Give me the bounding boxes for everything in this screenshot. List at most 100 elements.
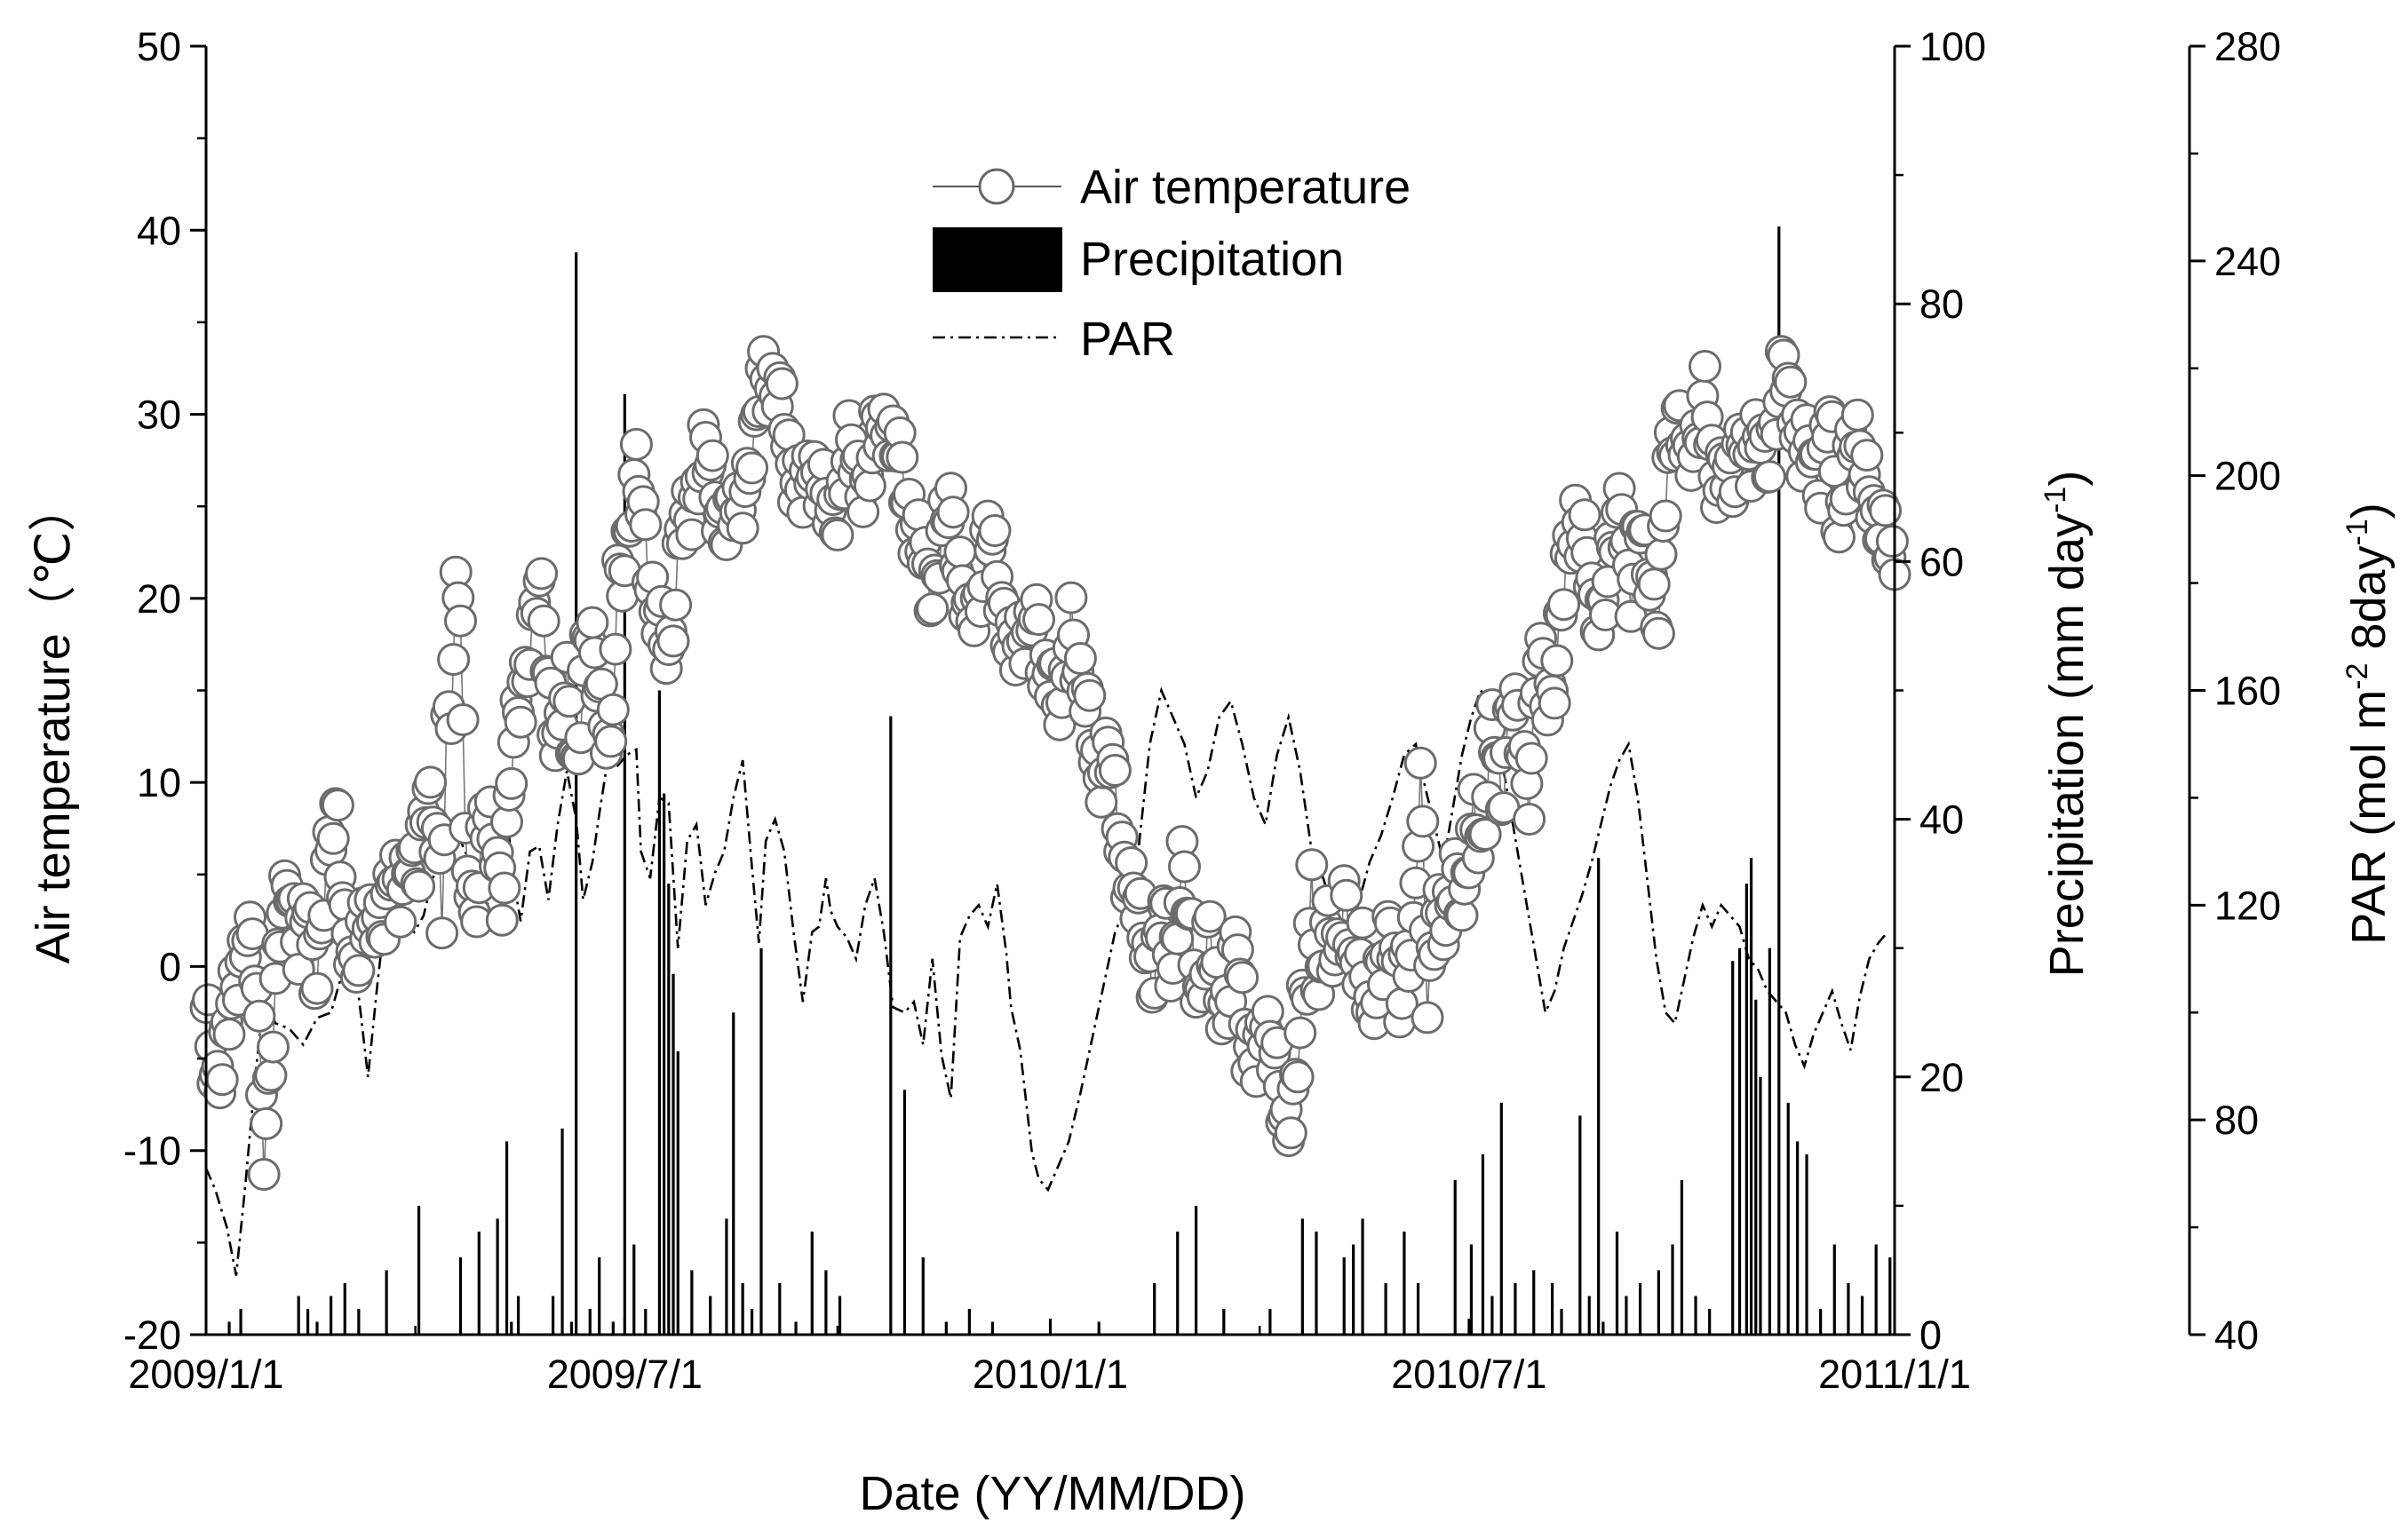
precipitation-bar-53: [1194, 1205, 1198, 1335]
precipitation-bar-77: [1615, 1231, 1619, 1335]
precipitation-bar-86: [1737, 947, 1742, 1335]
precipitation-bar-44: [902, 1090, 907, 1335]
precipitation-bar-47: [967, 1308, 971, 1335]
precipitation-bar-29: [672, 973, 675, 1335]
air-temperature-point-145: [525, 557, 559, 591]
precipitation-bar-57: [1315, 1231, 1318, 1335]
air-temperature-point-493: [1330, 878, 1363, 912]
precipitation-bar-87: [1744, 884, 1748, 1335]
air-temperature-point-219: [695, 439, 729, 472]
air-temperature-point-572: [1513, 803, 1546, 836]
precipitation-bar-21: [598, 1257, 601, 1335]
precipitation-bar-25: [644, 1308, 648, 1335]
air-temperature-point-157: [552, 685, 586, 718]
temp-tick-label-6: 40: [137, 208, 181, 253]
air-temperature-point-66: [342, 954, 376, 987]
air-temperature-point-378: [1063, 642, 1097, 675]
precipitation-bar-15: [516, 1296, 521, 1335]
air-temperature-point-676: [1752, 460, 1786, 494]
precipitation-bar-5: [330, 1296, 333, 1335]
precipitation-bar-98: [1847, 1282, 1850, 1335]
precipitation-bar-7: [357, 1308, 361, 1335]
precipitation-bar-27: [663, 793, 666, 1335]
air-temperature-point-628: [1641, 616, 1675, 650]
precipitation-bar-1: [239, 1308, 242, 1335]
air-temperature-point-341: [978, 514, 1012, 547]
precipitation-bar-43: [889, 716, 893, 1335]
precipitation-bar-65: [1469, 1244, 1474, 1335]
precipitation-bar-30: [676, 1050, 679, 1335]
air-temperature-point-583: [1538, 686, 1571, 720]
precipitation-bar-17: [560, 1128, 564, 1335]
air-temperature-point-177: [599, 632, 632, 666]
air-temperature-point-190: [629, 508, 663, 542]
par-tick-label-3: 160: [2214, 669, 2281, 714]
air-temperature-point-111: [446, 703, 480, 736]
precipitation-bar-100: [1874, 1244, 1878, 1335]
x-tick-label-4: 2011/1/1: [1818, 1352, 1971, 1397]
temp-tick-label-0: -20: [123, 1312, 181, 1358]
temp-tick-label-1: -10: [123, 1129, 181, 1174]
precipitation-bar-76: [1601, 1321, 1605, 1335]
precipitation-bar-63: [1416, 1282, 1420, 1335]
air-temperature-point-553: [1468, 818, 1502, 852]
precipitation-bar-56: [1300, 1218, 1304, 1335]
air-temperature-point-26: [250, 1106, 283, 1140]
precipitation-bar-3: [306, 1308, 310, 1335]
air-temperature-point-584: [1540, 644, 1574, 678]
precip-tick-label-1: 20: [1919, 1055, 1964, 1100]
precipitation-bar-33: [725, 1218, 728, 1335]
air-temperature-point-186: [619, 427, 653, 461]
legend: Air temperature Precipitation PAR: [933, 161, 1411, 366]
air-temperature-point-525: [1403, 746, 1437, 780]
air-temperature-point-472: [1281, 1060, 1315, 1094]
air-temperature-series: [189, 335, 1911, 1191]
precipitation-bar-13: [505, 1141, 509, 1335]
x-tick-label-0: 2009/1/1: [128, 1352, 283, 1397]
precipitation-bar-4: [315, 1321, 319, 1335]
precipitation-bar-23: [623, 393, 626, 1335]
precipitation-bar-71: [1550, 1282, 1554, 1335]
par-axis-title: PAR (mol m-2 8day-1): [2340, 503, 2396, 945]
precipitation-bar-35: [741, 1282, 744, 1335]
precipitation-bar-19: [575, 252, 578, 1335]
precipitation-bar-85: [1731, 961, 1735, 1335]
air-temperature-point-287: [853, 469, 886, 503]
precip-tick-label-2: 40: [1919, 797, 1964, 843]
air-temperature-point-726: [1869, 494, 1903, 527]
precipitation-axis-title: Precipitation (mm day-1): [2038, 471, 2094, 977]
precipitation-bar-50: [1097, 1321, 1101, 1335]
air-temperature-point-175: [594, 725, 628, 758]
precipitation-bar-89: [1754, 999, 1758, 1335]
precipitation-bar-91: [1768, 947, 1771, 1335]
par-series: [204, 686, 1889, 1276]
air-temperature-point-167: [576, 606, 609, 639]
air-temperature-point-323: [936, 495, 970, 529]
air-temperature-point-360: [1022, 603, 1055, 637]
air-temperature-point-629: [1644, 537, 1678, 571]
precipitation-bar-74: [1587, 1296, 1591, 1335]
air-temperature-point-301: [886, 440, 919, 474]
precipitation-bar-60: [1361, 1218, 1364, 1335]
precipitation-bar-45: [921, 1257, 925, 1335]
air-temperature-point-92: [402, 869, 436, 903]
precipitation-bar-96: [1819, 1308, 1823, 1335]
legend-par-label: PAR: [1080, 313, 1175, 366]
air-temperature-point-528: [1411, 1001, 1444, 1035]
air-temperature-point-374: [1054, 581, 1088, 614]
air-temperature-point-97: [414, 765, 448, 799]
precipitation-bar-78: [1625, 1296, 1628, 1335]
precipitation-bar-37: [759, 947, 763, 1335]
precipitation-bar-70: [1532, 1270, 1536, 1335]
precipitation-bar-2: [297, 1296, 300, 1335]
air-temperature-point-249: [765, 367, 799, 400]
precip-tick-label-4: 80: [1919, 281, 1964, 327]
precipitation-bar-41: [824, 1270, 828, 1335]
air-temperature-point-132: [495, 766, 528, 800]
precipitation-bar-61: [1384, 1282, 1387, 1335]
precipitation-bar-79: [1638, 1282, 1642, 1335]
precipitation-bar-22: [611, 1321, 615, 1335]
air-temperature-point-314: [916, 592, 950, 626]
air-temperature-point-729: [1875, 525, 1909, 558]
air-temperature-point-469: [1274, 1116, 1307, 1150]
